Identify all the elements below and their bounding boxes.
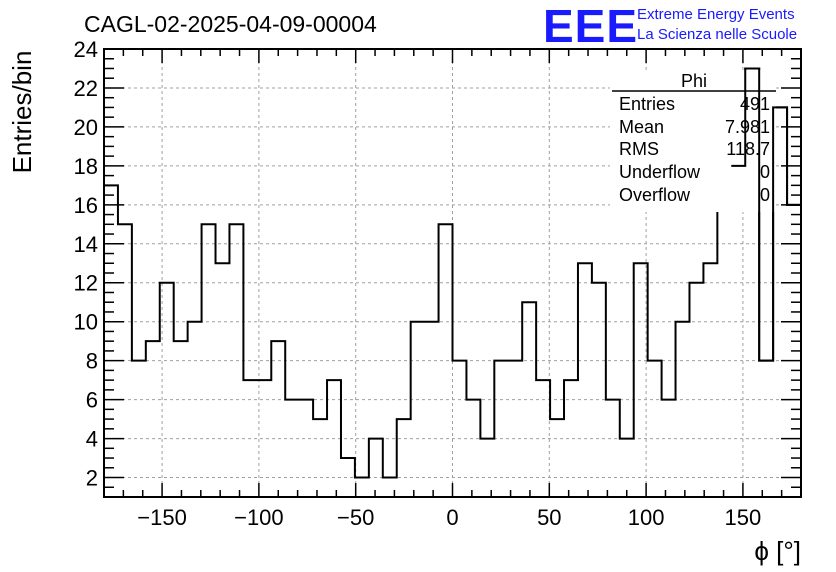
y-tick-label: 4	[86, 427, 98, 452]
x-tick-label: 100	[628, 505, 665, 530]
stats-box: Phi Entries 491 Mean 7.981 RMS 118.7 Und…	[610, 70, 776, 212]
stats-name: Phi	[681, 71, 707, 91]
stats-label-rms: RMS	[619, 139, 659, 159]
logo-line-2: La Scienza nelle Scuole	[637, 26, 797, 43]
x-tick-label: 150	[725, 505, 762, 530]
y-tick-label: 8	[86, 349, 98, 374]
axis-ticks	[103, 48, 802, 498]
y-tick-label: 14	[74, 232, 98, 257]
y-tick-label: 24	[74, 37, 98, 62]
stats-box-background	[610, 70, 776, 212]
chart-title: CAGL-02-2025-04-09-00004	[84, 11, 377, 37]
stats-label-overflow: Overflow	[619, 185, 691, 205]
histogram-outline-overlay	[731, 67, 801, 362]
x-tick-label: 0	[446, 505, 458, 530]
stats-value-entries: 491	[740, 94, 770, 114]
stats-label-mean: Mean	[619, 117, 664, 137]
stats-label-entries: Entries	[619, 94, 675, 114]
stats-value-underflow: 0	[760, 162, 770, 182]
y-tick-label: 18	[74, 154, 98, 179]
y-tick-label: 12	[74, 271, 98, 296]
y-tick-label: 2	[86, 466, 98, 491]
logo-line-1: Extreme Energy Events	[637, 6, 795, 23]
y-tick-label: 22	[74, 76, 98, 101]
x-tick-label: −150	[137, 505, 187, 530]
histogram-outline	[104, 67, 801, 479]
y-tick-label: 10	[74, 310, 98, 335]
x-tick-label: 50	[537, 505, 561, 530]
y-tick-label: 6	[86, 388, 98, 413]
logo-eee: EEE	[543, 0, 638, 52]
stats-label-underflow: Underflow	[619, 162, 701, 182]
x-tick-label: −50	[337, 505, 374, 530]
stats-value-overflow: 0	[760, 185, 770, 205]
y-axis-title: Entries/bin	[7, 51, 37, 174]
x-axis-title: ϕ [°]	[754, 536, 801, 566]
y-tick-label: 16	[74, 193, 98, 218]
stats-value-rms: 118.7	[726, 139, 770, 159]
stats-value-mean: 7.981	[725, 117, 770, 137]
y-tick-label: 20	[74, 115, 98, 140]
x-tick-label: −100	[234, 505, 284, 530]
x-tick-labels: −150 −100 −50 0 50 100 150	[137, 505, 761, 530]
